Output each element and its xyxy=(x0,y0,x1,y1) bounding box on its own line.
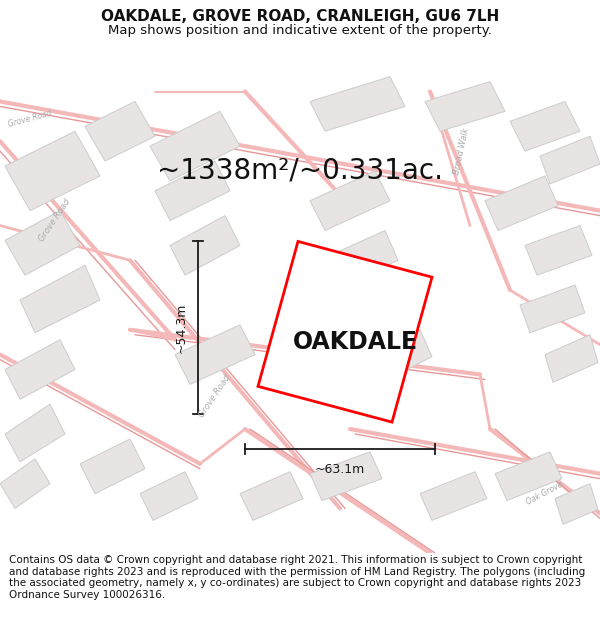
Polygon shape xyxy=(20,265,100,332)
Polygon shape xyxy=(5,340,75,399)
Polygon shape xyxy=(520,285,585,332)
Polygon shape xyxy=(300,313,368,369)
Polygon shape xyxy=(420,472,487,521)
Text: ~1338m²/~0.331ac.: ~1338m²/~0.331ac. xyxy=(157,157,443,185)
Polygon shape xyxy=(155,161,230,221)
Text: Broad Walk: Broad Walk xyxy=(452,127,472,176)
Polygon shape xyxy=(80,439,145,494)
Polygon shape xyxy=(5,131,100,211)
Polygon shape xyxy=(495,452,562,501)
Text: ~63.1m: ~63.1m xyxy=(315,462,365,476)
Polygon shape xyxy=(555,484,598,524)
Polygon shape xyxy=(370,330,432,382)
Text: Grove Road: Grove Road xyxy=(197,373,233,419)
Polygon shape xyxy=(425,82,505,131)
Polygon shape xyxy=(85,101,155,161)
Text: Grove Road: Grove Road xyxy=(7,108,53,129)
Polygon shape xyxy=(330,231,398,285)
Polygon shape xyxy=(540,136,600,184)
Polygon shape xyxy=(310,171,390,231)
Polygon shape xyxy=(170,216,240,275)
Polygon shape xyxy=(140,472,198,521)
Polygon shape xyxy=(525,226,592,275)
Text: Contains OS data © Crown copyright and database right 2021. This information is : Contains OS data © Crown copyright and d… xyxy=(9,555,585,600)
Text: Oak Grove: Oak Grove xyxy=(525,480,565,507)
Polygon shape xyxy=(545,335,598,382)
Text: Grove Road: Grove Road xyxy=(37,198,73,244)
Polygon shape xyxy=(0,459,50,509)
Text: ~54.3m: ~54.3m xyxy=(175,302,188,353)
Polygon shape xyxy=(258,241,432,422)
Text: OAKDALE, GROVE ROAD, CRANLEIGH, GU6 7LH: OAKDALE, GROVE ROAD, CRANLEIGH, GU6 7LH xyxy=(101,9,499,24)
Polygon shape xyxy=(310,452,382,501)
Polygon shape xyxy=(310,77,405,131)
Polygon shape xyxy=(240,472,303,521)
Polygon shape xyxy=(510,101,580,151)
Polygon shape xyxy=(150,111,240,181)
Text: OAKDALE: OAKDALE xyxy=(292,330,418,354)
Polygon shape xyxy=(5,404,65,462)
Polygon shape xyxy=(5,211,80,275)
Polygon shape xyxy=(485,176,558,231)
Text: Map shows position and indicative extent of the property.: Map shows position and indicative extent… xyxy=(108,24,492,36)
Polygon shape xyxy=(175,325,255,384)
